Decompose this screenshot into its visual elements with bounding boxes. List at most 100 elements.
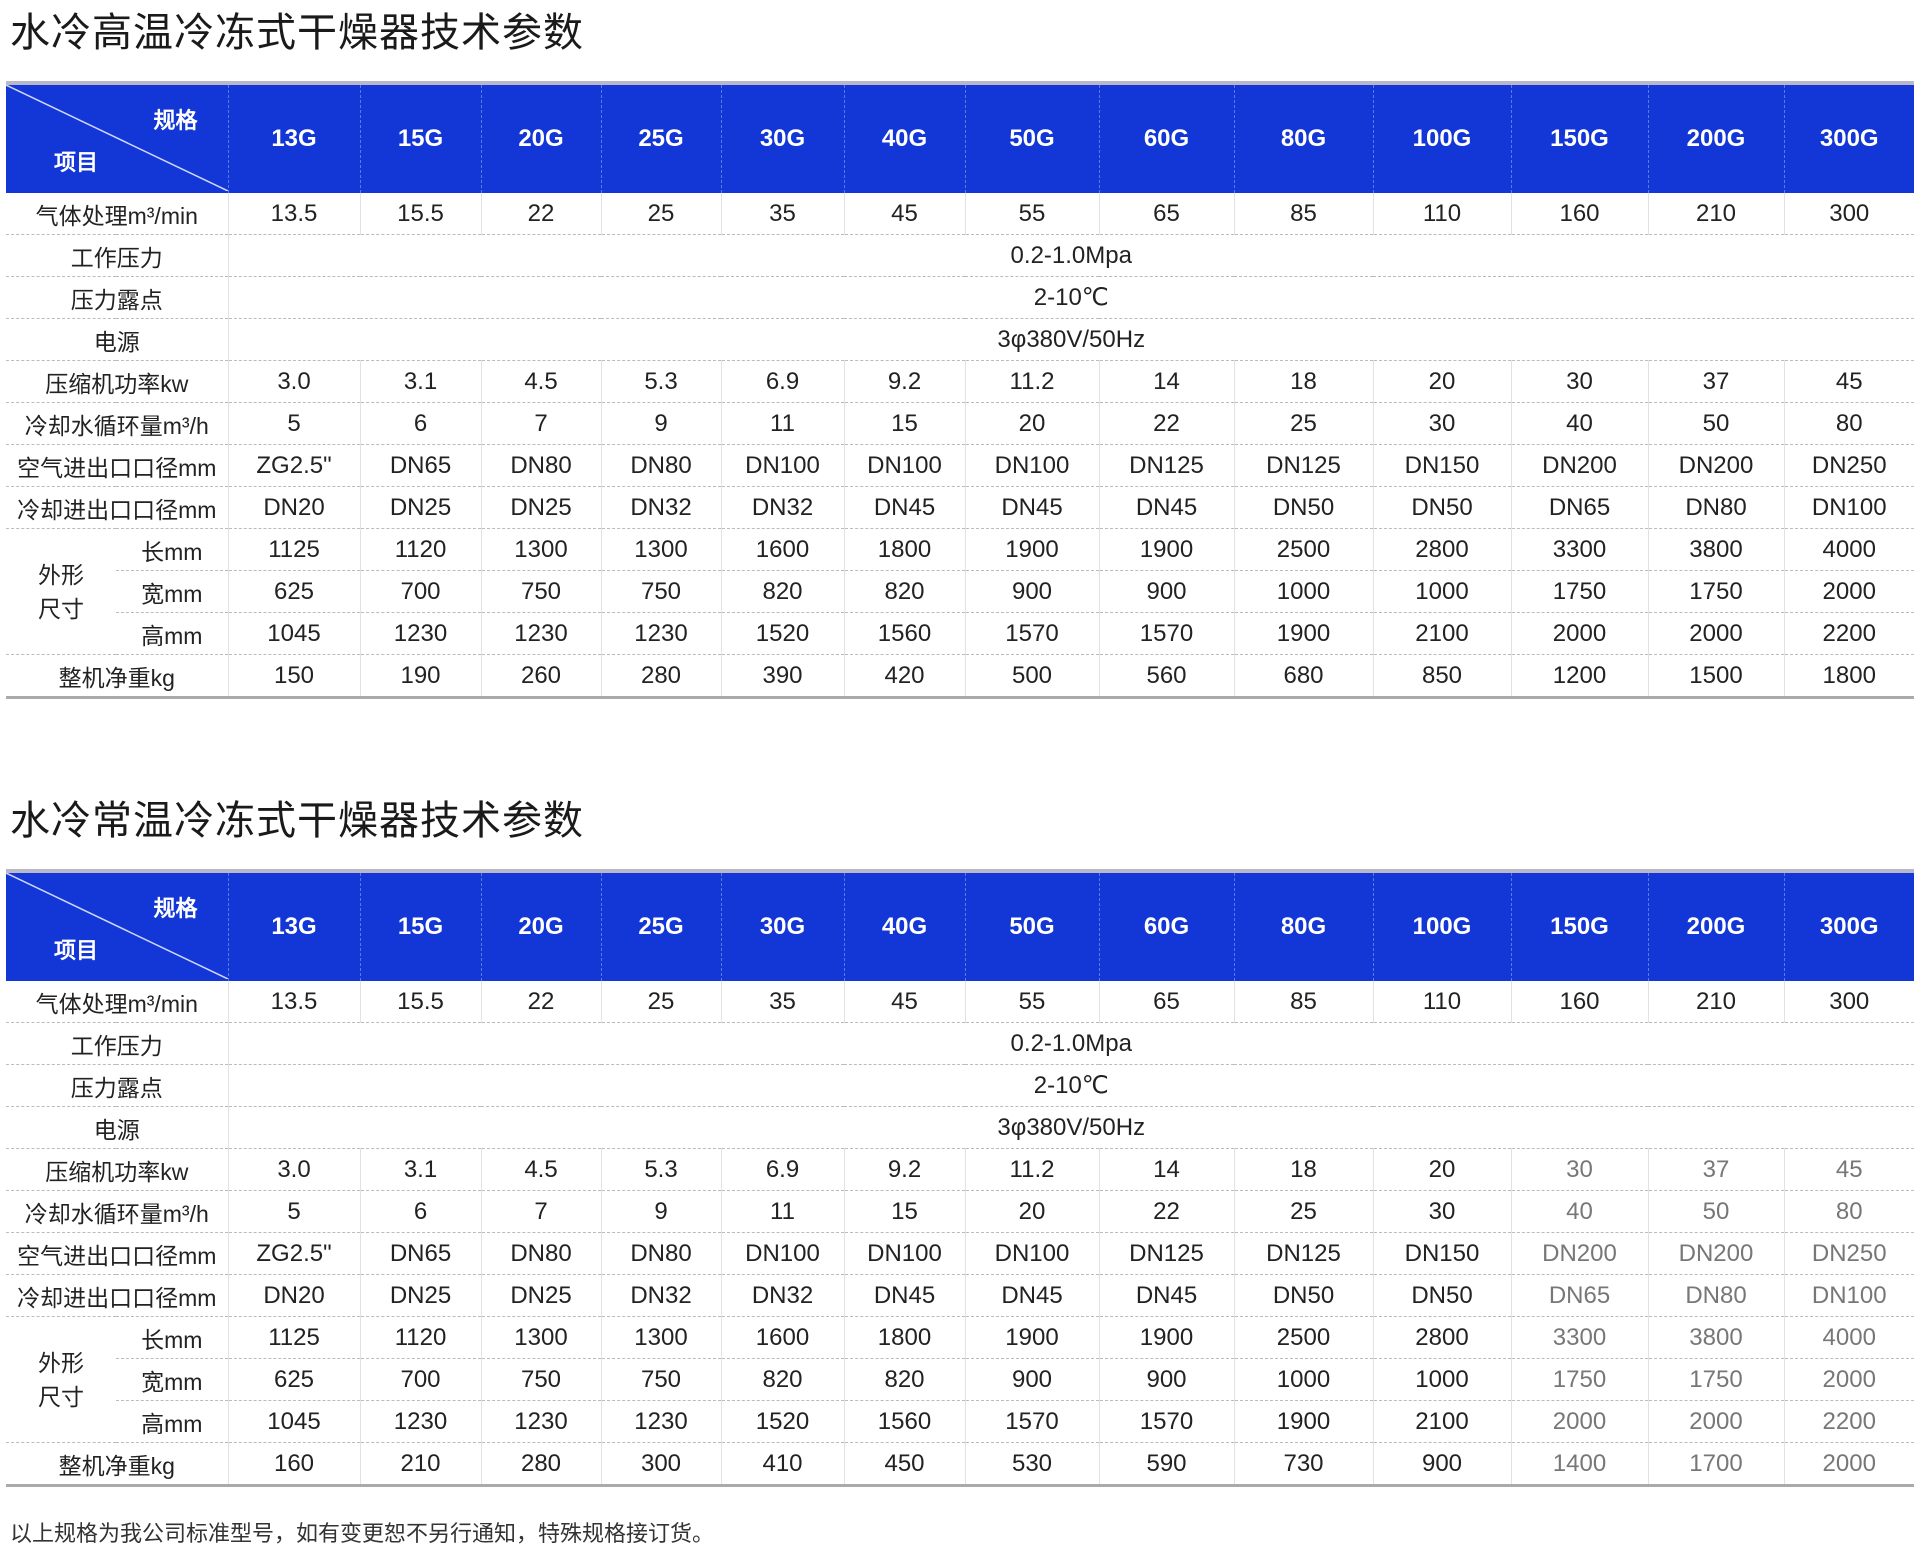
cell-value: DN65: [1510, 486, 1648, 529]
cell-value: 2000: [1783, 570, 1914, 613]
cell-value: 2200: [1783, 1400, 1914, 1443]
cell-value: 1300: [600, 1316, 721, 1359]
cell-value: 820: [720, 1358, 844, 1401]
cell-value: 850: [1372, 654, 1511, 699]
cell-value: 2200: [1783, 612, 1914, 655]
cell-value: 2100: [1372, 612, 1511, 655]
cell-value: 80: [1783, 1190, 1914, 1233]
row-label: 冷却水循环量m³/h: [6, 402, 228, 445]
cell-value: 1800: [843, 1316, 965, 1359]
cell-value: 1700: [1647, 1442, 1784, 1487]
cell-value: 210: [1647, 193, 1784, 235]
cell-value: 900: [1372, 1442, 1511, 1487]
table-title: 水冷常温冷冻式干燥器技术参数: [10, 798, 584, 844]
row-label: 高mm: [116, 612, 228, 655]
table-row: 气体处理m³/min 13.5 15.5 22 25 35 45 55 65 85 110 160 21…: [6, 981, 1914, 1023]
cell-value: 3.0: [227, 1148, 360, 1191]
cell-value: 1800: [843, 528, 965, 571]
cell-value: 590: [1098, 1442, 1234, 1487]
row-label: 长mm: [116, 528, 228, 571]
cell-value: 160: [227, 1442, 360, 1487]
row-label: 空气进出口口径mm: [6, 1232, 228, 1275]
cell-value: 2500: [1233, 1316, 1373, 1359]
cell-value: 85: [1233, 193, 1373, 235]
table-row: 压缩机功率kw 3.0 3.1 4.5 5.3 6.9 9.2 11.2 14 18 20 30 37 4…: [6, 1148, 1914, 1191]
cell-value: 55: [964, 193, 1099, 235]
group-label: 外形尺寸: [6, 528, 116, 655]
cell-value: 2000: [1783, 1442, 1914, 1487]
cell-value: 15.5: [359, 193, 481, 235]
cell-value: 65: [1098, 193, 1234, 235]
cell-value: DN32: [720, 486, 844, 529]
cell-value: 1900: [1098, 1316, 1234, 1359]
cell-value: 1045: [227, 612, 360, 655]
row-label: 宽mm: [116, 570, 228, 613]
table-row: 气体处理m³/min 13.5 15.5 22 25 35 45 55 65 85 110 160 21…: [6, 193, 1914, 235]
row-label: 长mm: [116, 1316, 228, 1359]
row-label: 气体处理m³/min: [6, 981, 228, 1023]
model-header: 15G: [359, 85, 481, 193]
cell-value: 2800: [1372, 1316, 1511, 1359]
merged-value: 2-10℃: [227, 276, 1914, 319]
table-row: 外形尺寸 长mm 1125 1120 1300 1300 1600 1800 1900 1900 2…: [6, 528, 1914, 655]
cell-value: 5.3: [600, 360, 721, 403]
row-label: 宽mm: [116, 1358, 228, 1401]
cell-value: 5: [227, 402, 360, 445]
row-label: 空气进出口口径mm: [6, 444, 228, 487]
cell-value: 9.2: [843, 1148, 965, 1191]
table-row: 电源 3φ380V/50Hz: [6, 1106, 1914, 1149]
cell-value: 300: [1783, 193, 1914, 235]
row-label: 气体处理m³/min: [6, 193, 228, 235]
cell-value: 110: [1372, 193, 1511, 235]
model-header: 150G: [1510, 85, 1648, 193]
cell-value: DN100: [964, 444, 1099, 487]
cell-value: 1200: [1510, 654, 1648, 699]
cell-value: 14: [1098, 1148, 1234, 1191]
table-row: 高mm 1045 1230 1230 1230 1520 1560 1570 1570 1900 2…: [6, 1400, 1914, 1443]
cell-value: 820: [843, 1358, 965, 1401]
cell-value: 700: [359, 1358, 481, 1401]
cell-value: DN80: [1647, 486, 1784, 529]
row-label: 压缩机功率kw: [6, 360, 228, 403]
cell-value: 1300: [480, 528, 601, 571]
cell-value: 9: [600, 1190, 721, 1233]
cell-value: 15: [843, 402, 965, 445]
cell-value: 45: [1783, 1148, 1914, 1191]
cell-value: DN125: [1098, 444, 1234, 487]
cell-value: 18: [1233, 360, 1373, 403]
cell-value: DN200: [1510, 1232, 1648, 1275]
row-label: 整机净重kg: [6, 654, 228, 699]
cell-value: 22: [480, 193, 601, 235]
cell-value: DN250: [1783, 444, 1914, 487]
cell-value: 1230: [480, 1400, 601, 1443]
cell-value: 1750: [1647, 1358, 1784, 1401]
cell-value: 1000: [1372, 1358, 1511, 1401]
cell-value: DN80: [480, 444, 601, 487]
cell-value: 1230: [600, 1400, 721, 1443]
cell-value: 1520: [720, 1400, 844, 1443]
cell-value: 11: [720, 402, 844, 445]
cell-value: DN45: [843, 1274, 965, 1317]
cell-value: 25: [1233, 402, 1373, 445]
cell-value: DN65: [1510, 1274, 1648, 1317]
cell-value: 3.0: [227, 360, 360, 403]
cell-value: 750: [480, 570, 601, 613]
spec-table: 规格 项目 13G 15G 20G 25G 30G 40G 50G 60G 80G 100G 150G 2…: [6, 873, 1914, 1487]
cell-value: 45: [843, 193, 965, 235]
cell-value: DN125: [1233, 1232, 1373, 1275]
cell-value: DN80: [480, 1232, 601, 1275]
row-label: 工作压力: [6, 1022, 228, 1065]
cell-value: DN50: [1233, 486, 1373, 529]
cell-value: 6.9: [720, 360, 844, 403]
cell-value: 35: [720, 193, 844, 235]
model-header: 200G: [1647, 873, 1784, 981]
row-label: 电源: [6, 318, 228, 361]
group-label-text: 外形尺寸: [38, 1349, 84, 1410]
cell-value: 1560: [843, 612, 965, 655]
cell-value: 18: [1233, 1148, 1373, 1191]
cell-value: 22: [480, 981, 601, 1023]
cell-value: 1230: [480, 612, 601, 655]
cell-value: 900: [964, 1358, 1099, 1401]
cell-value: 22: [1098, 402, 1234, 445]
model-header: 30G: [720, 873, 844, 981]
